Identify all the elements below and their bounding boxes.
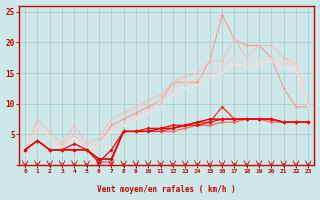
X-axis label: Vent moyen/en rafales ( km/h ): Vent moyen/en rafales ( km/h ) xyxy=(97,185,236,194)
